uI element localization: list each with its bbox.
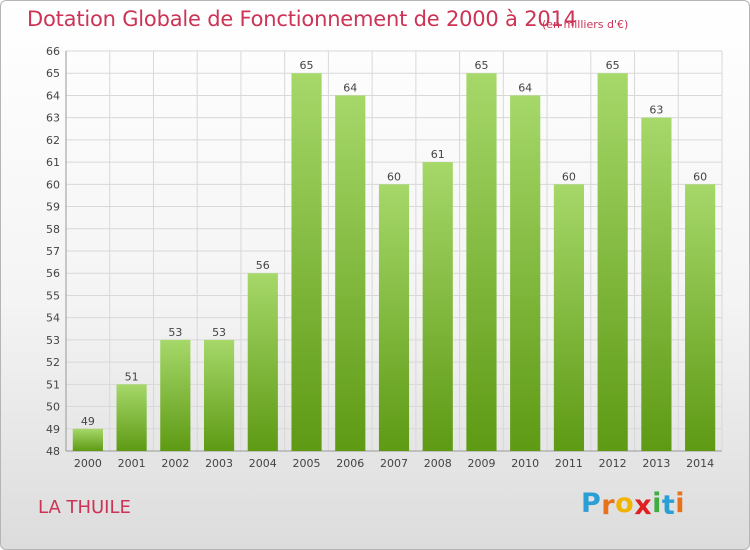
x-tick-label: 2014: [686, 457, 714, 470]
bar-2011: [553, 184, 585, 452]
data-label: 60: [387, 170, 401, 183]
x-tick-label: 2001: [118, 457, 146, 470]
bar-2003: [203, 339, 235, 451]
data-label: 63: [649, 104, 663, 117]
y-tick-label: 56: [46, 267, 60, 280]
y-tick-label: 57: [46, 245, 60, 258]
x-tick-label: 2008: [424, 457, 452, 470]
bar-2013: [641, 117, 672, 452]
y-tick-label: 54: [46, 312, 60, 325]
chart-subtitle: (en milliers d'€): [542, 18, 629, 31]
bar-2008: [422, 162, 453, 451]
y-tick-label: 65: [46, 67, 60, 80]
y-tick-label: 61: [46, 156, 60, 169]
x-tick-label: 2006: [336, 457, 364, 470]
y-tick-label: 53: [46, 334, 60, 347]
y-tick-label: 55: [46, 289, 60, 302]
bar-2010: [510, 95, 541, 451]
data-label: 64: [343, 81, 357, 94]
data-label: 49: [81, 415, 95, 428]
bar-2005: [291, 73, 322, 451]
data-label: 60: [693, 170, 707, 183]
logo-letter: i: [652, 488, 662, 519]
y-tick-label: 50: [46, 401, 60, 414]
x-tick-label: 2005: [293, 457, 321, 470]
data-labels: 49 51 53 53 56 65 64 60 61 65 64 60 65 63 60: [81, 59, 707, 428]
chart-title: Dotation Globale de Fonctionnement de 20…: [27, 7, 577, 31]
y-tick-label: 49: [46, 423, 60, 436]
y-tick-label: 63: [46, 112, 60, 125]
bar-2002: [160, 339, 191, 451]
logo-letter: P: [581, 488, 602, 519]
x-tick-label: 2010: [511, 457, 539, 470]
y-tick-label: 52: [46, 356, 60, 369]
x-tick-label: 2002: [161, 457, 189, 470]
x-tick-label: 2000: [74, 457, 102, 470]
data-label: 53: [168, 326, 182, 339]
bar-2000: [72, 428, 103, 451]
x-tick-label: 2011: [555, 457, 583, 470]
logo-letter: i: [675, 488, 686, 519]
x-tick-label: 2012: [599, 457, 627, 470]
x-tick-label: 2013: [642, 457, 670, 470]
x-tick-label: 2007: [380, 457, 408, 470]
data-label: 64: [518, 81, 532, 94]
bar-2012: [597, 73, 628, 451]
data-label: 65: [474, 59, 488, 72]
proxiti-logo[interactable]: Proxiti: [581, 488, 686, 521]
y-tick-label: 48: [46, 445, 60, 458]
bar-2006: [335, 95, 366, 451]
data-label: 65: [606, 59, 620, 72]
data-label: 53: [212, 326, 226, 339]
y-tick-label: 66: [46, 45, 60, 58]
bar-2014: [685, 184, 716, 452]
y-tick-label: 58: [46, 223, 60, 236]
bar-2007: [378, 184, 410, 452]
data-label: 61: [431, 148, 445, 161]
data-label: 56: [256, 259, 270, 272]
x-tick-label: 2009: [467, 457, 495, 470]
y-tick-label: 51: [46, 378, 60, 391]
y-tick-label: 60: [46, 178, 60, 191]
bar-2004: [247, 273, 278, 451]
logo-letter: r: [601, 490, 616, 521]
logo-letter: t: [661, 490, 676, 521]
y-tick-label: 64: [46, 89, 60, 102]
bar-2009: [466, 73, 497, 451]
data-label: 60: [562, 170, 576, 183]
logo-letter: o: [615, 488, 635, 519]
commune-name: LA THUILE: [38, 497, 131, 518]
x-tick-label: 2004: [249, 457, 277, 470]
y-tick-label: 59: [46, 201, 60, 214]
y-tick-label: 62: [46, 134, 60, 147]
logo-letter: x: [634, 490, 653, 521]
bars: [72, 73, 716, 452]
data-label: 51: [125, 370, 139, 383]
bar-2001: [116, 384, 147, 451]
x-tick-label: 2003: [205, 457, 233, 470]
data-label: 65: [300, 59, 314, 72]
